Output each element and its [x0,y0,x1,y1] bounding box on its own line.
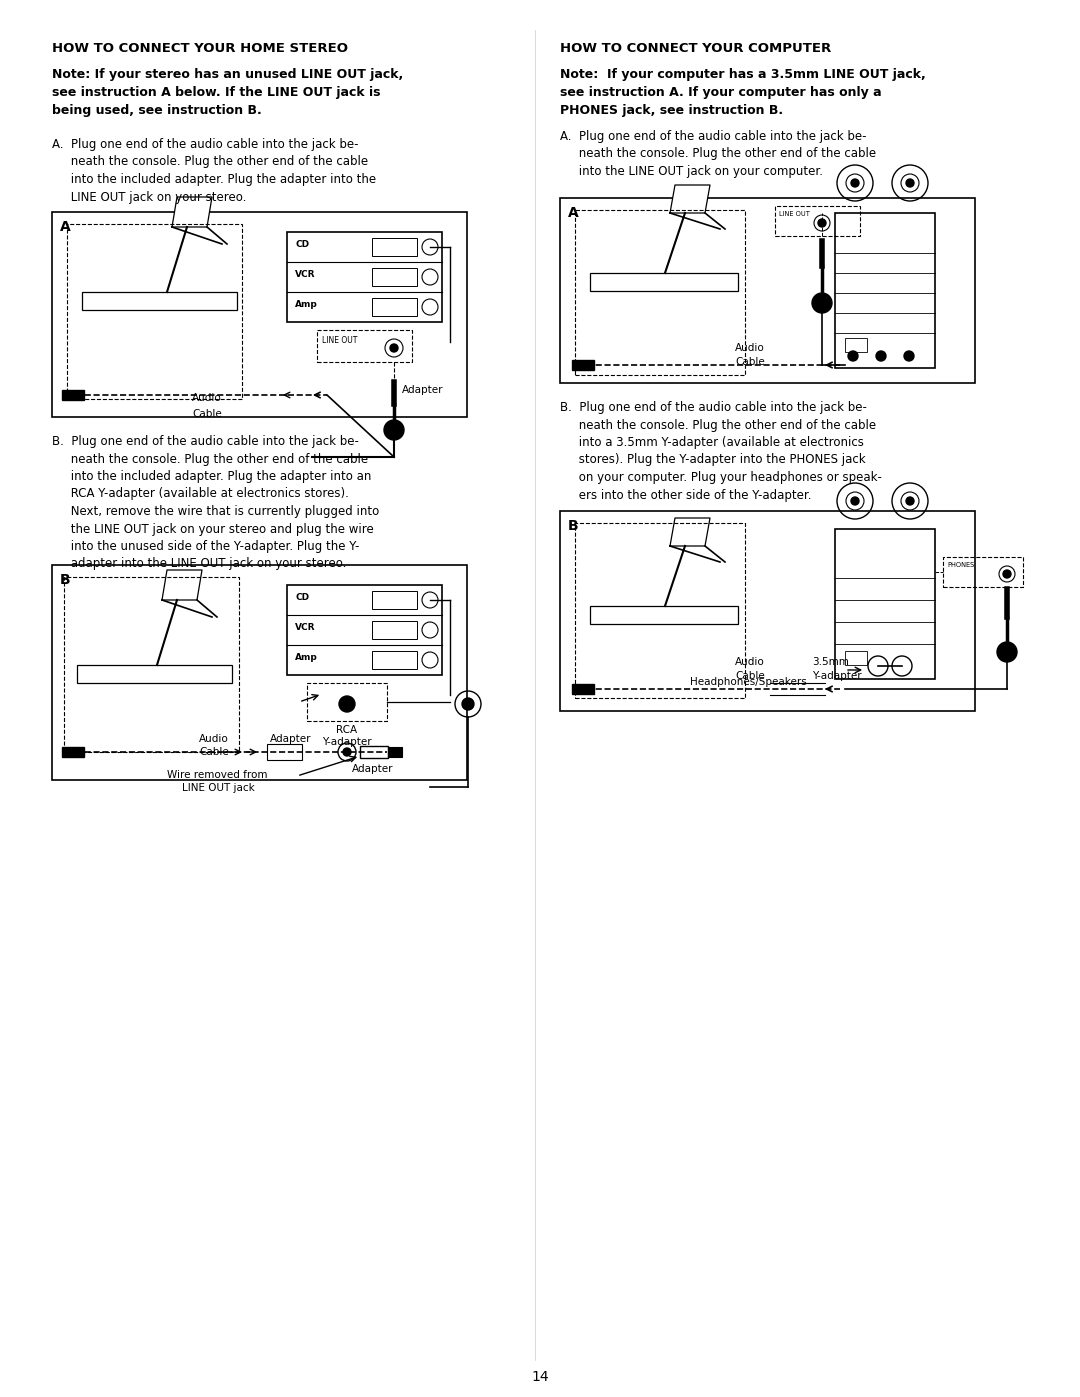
Text: Audio: Audio [735,657,765,666]
Circle shape [818,219,826,226]
FancyBboxPatch shape [388,747,402,757]
Text: CD: CD [295,240,309,249]
Text: Amp: Amp [295,300,318,309]
Circle shape [384,420,404,440]
Circle shape [904,351,914,360]
Text: B.  Plug one end of the audio cable into the jack be-
     neath the console. Pl: B. Plug one end of the audio cable into … [561,401,882,502]
Text: HOW TO CONNECT YOUR COMPUTER: HOW TO CONNECT YOUR COMPUTER [561,42,832,54]
Text: 14: 14 [531,1370,549,1384]
FancyBboxPatch shape [590,606,738,624]
FancyBboxPatch shape [835,212,935,367]
Text: Wire removed from: Wire removed from [167,770,268,780]
Text: Amp: Amp [295,652,318,662]
Circle shape [343,747,351,756]
Polygon shape [162,570,202,599]
FancyBboxPatch shape [561,198,975,383]
Circle shape [462,698,474,710]
FancyBboxPatch shape [287,232,442,321]
Circle shape [848,351,858,360]
Text: LINE OUT: LINE OUT [322,337,357,345]
Text: Y-adapter: Y-adapter [322,738,372,747]
Text: HOW TO CONNECT YOUR HOME STEREO: HOW TO CONNECT YOUR HOME STEREO [52,42,348,54]
Text: VCR: VCR [295,270,315,279]
FancyBboxPatch shape [835,529,935,679]
FancyBboxPatch shape [52,564,467,780]
Circle shape [997,643,1017,662]
Circle shape [1003,570,1011,578]
FancyBboxPatch shape [82,292,237,310]
Text: B: B [60,573,70,587]
Text: RCA: RCA [337,725,357,735]
FancyBboxPatch shape [267,745,302,760]
Text: Note:  If your computer has a 3.5mm LINE OUT jack,
see instruction A. If your co: Note: If your computer has a 3.5mm LINE … [561,68,926,117]
Text: B: B [568,520,579,534]
Polygon shape [670,518,710,546]
Circle shape [906,179,914,187]
Text: PHONES: PHONES [947,562,974,569]
Text: Audio: Audio [199,733,229,745]
Text: Cable: Cable [735,358,765,367]
Text: Cable: Cable [192,409,221,419]
FancyBboxPatch shape [62,390,84,400]
FancyBboxPatch shape [572,685,594,694]
Polygon shape [172,197,212,226]
Circle shape [851,497,859,504]
Text: Cable: Cable [199,747,229,757]
Text: A: A [568,205,579,219]
FancyBboxPatch shape [561,511,975,711]
Text: B.  Plug one end of the audio cable into the jack be-
     neath the console. Pl: B. Plug one end of the audio cable into … [52,434,379,570]
Text: A.  Plug one end of the audio cable into the jack be-
     neath the console. Pl: A. Plug one end of the audio cable into … [52,138,376,204]
Circle shape [906,497,914,504]
Circle shape [851,179,859,187]
Text: Audio: Audio [192,393,221,402]
Circle shape [390,344,399,352]
FancyBboxPatch shape [77,665,232,683]
FancyBboxPatch shape [590,272,738,291]
Circle shape [812,293,832,313]
Text: LINE OUT: LINE OUT [779,211,810,217]
Text: A: A [60,219,71,235]
Text: LINE OUT jack: LINE OUT jack [183,782,255,793]
Text: CD: CD [295,592,309,602]
Text: Note: If your stereo has an unused LINE OUT jack,
see instruction A below. If th: Note: If your stereo has an unused LINE … [52,68,403,117]
Text: Headphones/Speakers: Headphones/Speakers [690,678,807,687]
Text: 3.5mm: 3.5mm [812,657,849,666]
Circle shape [339,696,355,712]
Text: Adapter: Adapter [352,764,393,774]
Text: Cable: Cable [735,671,765,680]
Text: Adapter: Adapter [270,733,311,745]
FancyBboxPatch shape [360,746,388,759]
Text: A.  Plug one end of the audio cable into the jack be-
     neath the console. Pl: A. Plug one end of the audio cable into … [561,130,876,177]
Text: Audio: Audio [735,344,765,353]
FancyBboxPatch shape [62,747,84,757]
Text: Adapter: Adapter [402,386,444,395]
FancyBboxPatch shape [572,360,594,370]
Text: VCR: VCR [295,623,315,631]
Polygon shape [670,184,710,212]
FancyBboxPatch shape [52,212,467,416]
FancyBboxPatch shape [287,585,442,675]
Text: Y-adapter: Y-adapter [812,671,862,680]
Circle shape [876,351,886,360]
